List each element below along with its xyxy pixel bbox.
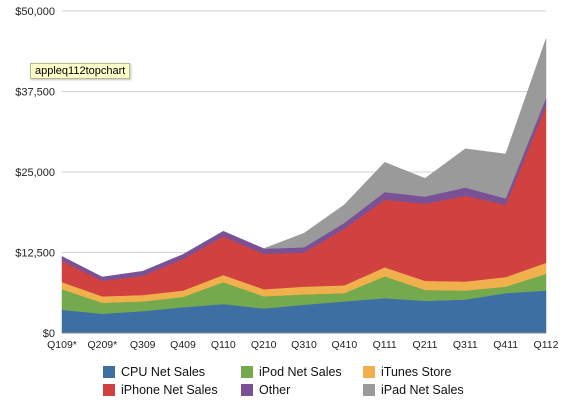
legend-label: iPhone Net Sales (121, 383, 218, 397)
x-tick-label: Q110 (211, 339, 236, 351)
x-tick-label: Q309 (130, 339, 156, 351)
legend-item: iPad Net Sales (363, 382, 503, 398)
legend-label: iPad Net Sales (381, 383, 464, 397)
x-tick-label: Q209* (87, 339, 117, 351)
area-other (61, 97, 547, 282)
legend-label: iPod Net Sales (259, 365, 342, 379)
legend-swatch (103, 366, 115, 378)
y-tick-label: $37,500 (15, 87, 55, 99)
legend-item: iTunes Store (363, 364, 503, 380)
x-tick-label: Q210 (251, 339, 277, 351)
legend-label: CPU Net Sales (121, 365, 206, 379)
legend-swatch (103, 384, 115, 396)
x-tick-label: Q311 (453, 339, 478, 351)
x-tick-label: Q109* (47, 339, 77, 351)
legend-item: CPU Net Sales (103, 364, 241, 380)
legend-label: Other (259, 383, 291, 397)
x-tick-label: Q411 (493, 339, 518, 351)
x-tick-label: Q310 (291, 339, 317, 351)
y-tick-label: $0 (43, 328, 55, 340)
x-tick-label: Q409 (170, 339, 196, 351)
area-iphone-net-sales (61, 105, 547, 297)
x-tick-label: Q410 (331, 339, 357, 351)
legend-swatch (363, 384, 375, 396)
legend-item: iPhone Net Sales (103, 382, 241, 398)
legend-swatch (241, 384, 253, 396)
x-tick-label: Q211 (413, 339, 438, 351)
y-tick-label: $12,500 (15, 248, 55, 260)
legend-swatch (363, 366, 375, 378)
legend-swatch (241, 366, 253, 378)
x-tick-label: Q112 (534, 339, 559, 351)
y-tick-label: $25,000 (15, 167, 55, 179)
area-ipad-net-sales (263, 38, 547, 249)
legend-item: Other (241, 382, 363, 398)
legend-item: iPod Net Sales (241, 364, 363, 380)
x-tick-label: Q111 (373, 339, 397, 351)
chart-legend: CPU Net Sales iPod Net Sales iTunes Store i… (103, 364, 523, 398)
legend-label: iTunes Store (381, 365, 452, 379)
y-tick-label: $50,000 (15, 6, 55, 18)
chart-tooltip: appleq112topchart (30, 63, 131, 79)
